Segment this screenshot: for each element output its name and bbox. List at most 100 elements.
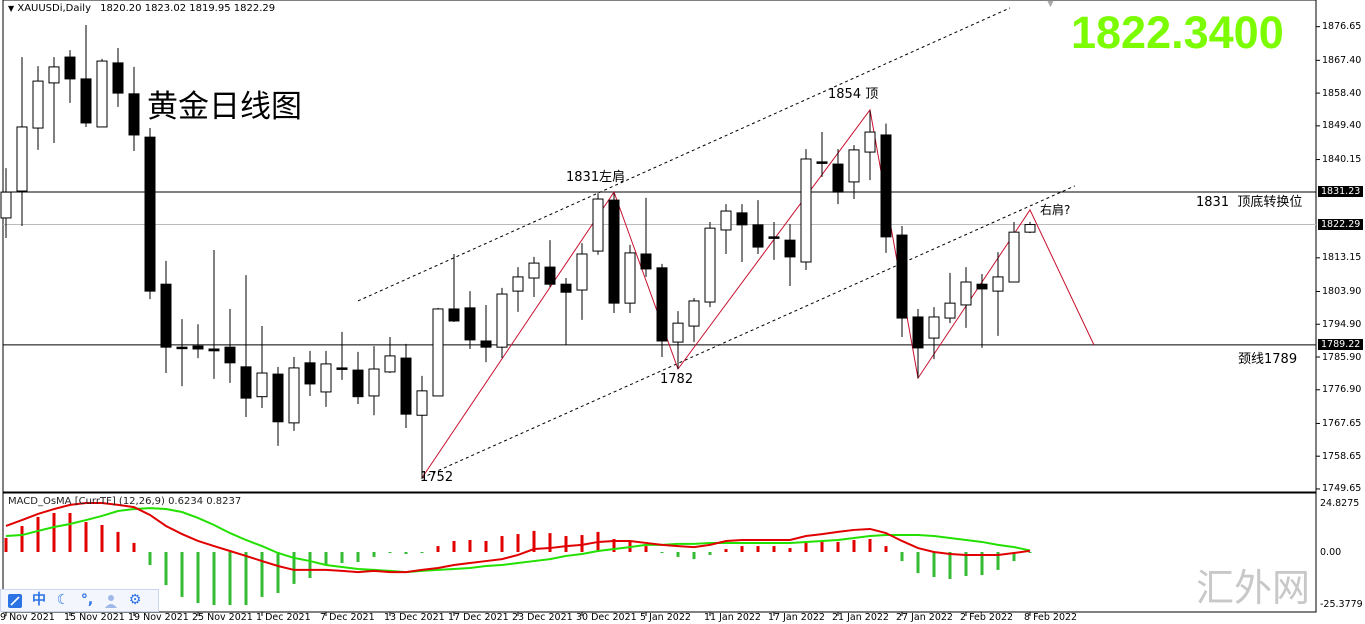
candle-bearish: [400, 357, 412, 415]
macd-histogram-bar: [916, 552, 920, 574]
candle-bearish: [112, 62, 124, 94]
macd-histogram-bar: [772, 546, 776, 552]
date-axis-label: 21 Jan 2022: [832, 612, 889, 623]
main-panel-border: [2, 0, 1317, 493]
macd-histogram-bar: [356, 552, 360, 563]
candle-bearish: [64, 56, 76, 80]
macd-histogram-bar: [228, 552, 232, 605]
big-price-label: 1822.3400: [1071, 7, 1284, 58]
candle-bullish: [368, 368, 380, 397]
candle-bearish: [336, 367, 348, 370]
macd-histogram-bar: [996, 552, 1000, 570]
candle-bearish: [304, 362, 316, 385]
macd-histogram-bar: [740, 546, 744, 552]
price-axis-label: 1776.90: [1322, 384, 1362, 396]
macd-histogram-bar: [276, 552, 280, 593]
macd-histogram-bar: [532, 530, 536, 552]
macd-histogram-bar: [564, 536, 568, 552]
chart-title-overlay: 黄金日线图: [147, 89, 302, 125]
candle-bearish: [752, 224, 764, 248]
price-axis-label: 1794.90: [1322, 318, 1362, 330]
candle-bullish: [944, 302, 956, 319]
macd-histogram-bar: [580, 535, 584, 552]
annotation-right-shoulder: 右肩?: [1040, 203, 1071, 217]
date-axis-label: 23 Dec 2021: [512, 612, 573, 623]
macd-histogram-bar: [868, 538, 872, 552]
macd-histogram-bar: [964, 552, 968, 577]
user-icon[interactable]: [101, 591, 121, 610]
macd-histogram-bar: [372, 552, 376, 557]
date-axis-label: 30 Dec 2021: [576, 612, 637, 623]
macd-axis-label: 0.00: [1320, 546, 1342, 558]
date-axis-label: 27 Jan 2022: [896, 612, 953, 623]
macd-histogram-bar: [4, 538, 8, 552]
macd-histogram-bar: [516, 534, 520, 552]
macd-histogram-bar: [980, 552, 984, 576]
macd-histogram-bar: [548, 533, 552, 552]
macd-axis-label: -25.3779: [1320, 598, 1363, 610]
annotation-low-1782: 1782: [660, 372, 694, 387]
candle-bearish: [192, 345, 204, 350]
candle-bearish: [896, 234, 908, 319]
collapse-triangle-icon[interactable]: ▼: [8, 4, 15, 13]
macd-histogram-bar: [612, 538, 616, 552]
candle-bullish: [384, 355, 396, 373]
punctuation-icon[interactable]: °,: [80, 592, 94, 608]
ohlc-values: 1820.20 1823.02 1819.95 1822.29: [100, 3, 276, 14]
date-axis-label: 1 Dec 2021: [256, 612, 311, 623]
macd-histogram-bar: [436, 546, 440, 552]
gear-icon[interactable]: ⚙: [128, 592, 142, 608]
price-axis-label: 1813.15: [1322, 252, 1362, 264]
candle-bearish: [880, 134, 892, 238]
chinese-input-icon[interactable]: 中: [32, 592, 46, 608]
candle-bullish: [256, 372, 268, 398]
ime-toolbar: 中 ☾ °, ⚙: [0, 589, 159, 612]
macd-histogram-bar: [180, 552, 184, 597]
scroll-marker-icon[interactable]: ▼: [1047, 0, 1054, 9]
date-axis-label: 11 Jan 2022: [704, 612, 761, 623]
macd-histogram-bar: [324, 552, 328, 566]
macd-histogram-bar: [884, 546, 888, 552]
macd-histogram-bar: [804, 542, 808, 552]
macd-histogram-bar: [52, 512, 56, 552]
macd-histogram-bar: [660, 552, 664, 553]
macd-histogram-bar: [260, 552, 264, 597]
macd-histogram-bar: [708, 552, 712, 555]
date-axis-label: 19 Nov 2021: [128, 612, 189, 623]
date-axis-label: 15 Nov 2021: [64, 612, 125, 623]
macd-signal-line: [5, 507, 1031, 574]
candle-bullish: [864, 131, 876, 153]
macd-histogram-bar: [692, 552, 696, 560]
macd-histogram-bar: [36, 516, 40, 552]
macd-histogram-bar: [676, 552, 680, 557]
annotation-level-1831: 1831 顶底转换位: [1196, 195, 1303, 210]
macd-histogram-bar: [212, 552, 216, 605]
candle-bearish: [560, 283, 572, 293]
macd-histogram-bar: [1028, 552, 1032, 553]
candle-bearish: [912, 316, 924, 349]
candle-bearish: [240, 366, 252, 399]
annotation-top: 1854 顶: [828, 87, 879, 102]
date-axis-label: 8 Feb 2022: [1024, 612, 1078, 623]
annotation-low-1752: 1752: [420, 470, 454, 485]
macd-histogram-bar: [756, 546, 760, 552]
candle-bearish: [976, 283, 988, 290]
chart-icon[interactable]: [5, 591, 25, 610]
moon-icon[interactable]: ☾: [56, 592, 70, 608]
macd-panel-border: [2, 492, 1317, 613]
macd-histogram-bar: [932, 552, 936, 578]
macd-histogram-bar: [84, 522, 88, 552]
candle-bearish: [224, 346, 236, 364]
candle-bearish: [832, 163, 844, 193]
price-axis-label: 1749.65: [1322, 483, 1362, 495]
macd-histogram-bar: [164, 552, 168, 586]
price-axis-label: 1876.65: [1322, 21, 1362, 33]
macd-histogram-bar: [836, 541, 840, 552]
candle-bullish: [704, 227, 716, 303]
macd-histogram-bar: [100, 525, 104, 552]
price-axis-label: 1849.40: [1322, 120, 1362, 132]
macd-axis-label: 24.8275: [1320, 497, 1360, 509]
candle-bullish: [624, 252, 636, 304]
candle-bearish: [656, 267, 668, 342]
